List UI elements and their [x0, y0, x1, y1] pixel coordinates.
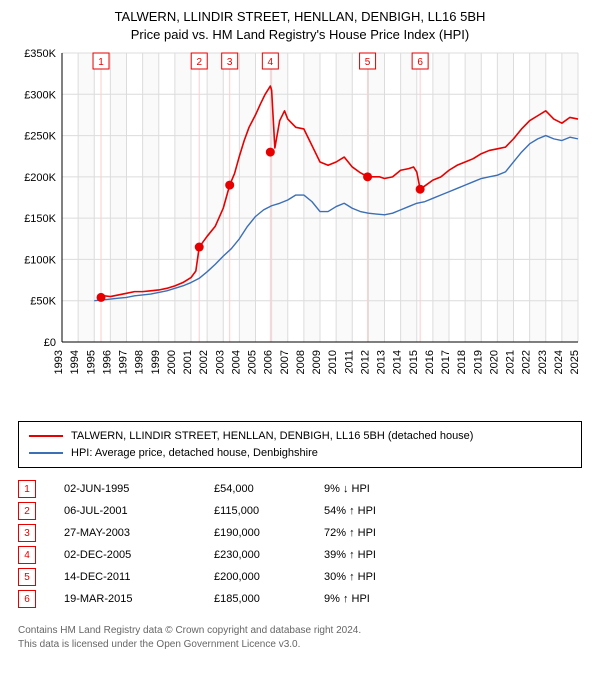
chart-title: TALWERN, LLINDIR STREET, HENLLAN, DENBIG…: [18, 8, 582, 43]
svg-text:1: 1: [98, 57, 104, 68]
svg-text:2003: 2003: [214, 350, 226, 374]
svg-text:2000: 2000: [166, 350, 178, 374]
legend-swatch-hpi: [29, 452, 63, 454]
svg-text:5: 5: [365, 57, 371, 68]
footnote-line-2: This data is licensed under the Open Gov…: [18, 639, 300, 650]
svg-text:£250K: £250K: [24, 131, 56, 143]
legend: TALWERN, LLINDIR STREET, HENLLAN, DENBIG…: [18, 421, 582, 468]
svg-text:2005: 2005: [247, 350, 259, 374]
footnote-line-1: Contains HM Land Registry data © Crown c…: [18, 625, 361, 636]
svg-text:£100K: £100K: [24, 255, 56, 267]
svg-text:2020: 2020: [488, 350, 500, 374]
svg-text:2017: 2017: [440, 350, 452, 374]
sale-diff: 9% ↓ HPI: [324, 483, 444, 495]
svg-text:1994: 1994: [69, 350, 81, 374]
legend-swatch-property: [29, 435, 63, 437]
sale-diff: 30% ↑ HPI: [324, 571, 444, 583]
legend-row-hpi: HPI: Average price, detached house, Denb…: [29, 445, 571, 462]
sale-price: £185,000: [214, 593, 324, 605]
chart-svg: £0 £50K £100K £150K £200K £250K £300K £350K 1993…: [18, 47, 582, 397]
legend-row-property: TALWERN, LLINDIR STREET, HENLLAN, DENBIG…: [29, 428, 571, 445]
sale-number-box: 6: [18, 590, 36, 608]
footnote: Contains HM Land Registry data © Crown c…: [18, 624, 582, 651]
sale-date: 06-JUL-2001: [64, 505, 214, 517]
svg-text:2021: 2021: [505, 350, 517, 374]
svg-text:1996: 1996: [101, 350, 113, 374]
sale-date: 19-MAR-2015: [64, 593, 214, 605]
svg-text:£350K: £350K: [24, 48, 56, 60]
svg-text:1999: 1999: [150, 350, 162, 374]
svg-text:£150K: £150K: [24, 213, 56, 225]
svg-text:2: 2: [196, 57, 202, 68]
sales-row: 2 06-JUL-2001£115,00054% ↑ HPI: [18, 500, 582, 522]
sale-date: 27-MAY-2003: [64, 527, 214, 539]
svg-text:1993: 1993: [53, 350, 65, 374]
sale-number-box: 5: [18, 568, 36, 586]
svg-text:2018: 2018: [456, 350, 468, 374]
svg-text:£200K: £200K: [24, 172, 56, 184]
sales-table: 102-JUN-1995£54,0009% ↓ HPI206-JUL-2001£…: [18, 478, 582, 610]
sale-date: 14-DEC-2011: [64, 571, 214, 583]
svg-text:£300K: £300K: [24, 89, 56, 101]
title-line-1: TALWERN, LLINDIR STREET, HENLLAN, DENBIG…: [115, 9, 486, 24]
svg-text:2002: 2002: [198, 350, 210, 374]
svg-text:3: 3: [227, 57, 233, 68]
sales-row: 5 14-DEC-2011£200,00030% ↑ HPI: [18, 566, 582, 588]
sale-price: £54,000: [214, 483, 324, 495]
legend-label-hpi: HPI: Average price, detached house, Denb…: [71, 445, 318, 462]
sale-diff: 39% ↑ HPI: [324, 549, 444, 561]
svg-text:2015: 2015: [408, 350, 420, 374]
svg-text:2014: 2014: [392, 350, 404, 374]
svg-text:2009: 2009: [311, 350, 323, 374]
sale-price: £230,000: [214, 549, 324, 561]
svg-text:2010: 2010: [327, 350, 339, 374]
svg-text:2004: 2004: [230, 350, 242, 374]
sale-diff: 9% ↑ HPI: [324, 593, 444, 605]
svg-text:2008: 2008: [295, 350, 307, 374]
legend-label-property: TALWERN, LLINDIR STREET, HENLLAN, DENBIG…: [71, 428, 473, 445]
svg-text:1995: 1995: [85, 350, 97, 374]
svg-text:2022: 2022: [521, 350, 533, 374]
sale-number-box: 3: [18, 524, 36, 542]
svg-text:4: 4: [268, 57, 274, 68]
svg-text:2016: 2016: [424, 350, 436, 374]
svg-text:2013: 2013: [376, 350, 388, 374]
title-line-2: Price paid vs. HM Land Registry's House …: [131, 27, 469, 42]
sale-diff: 72% ↑ HPI: [324, 527, 444, 539]
sales-row: 3 27-MAY-2003£190,00072% ↑ HPI: [18, 522, 582, 544]
svg-text:2012: 2012: [359, 350, 371, 374]
svg-text:1997: 1997: [118, 350, 130, 374]
sale-number-box: 4: [18, 546, 36, 564]
sales-row: 6 19-MAR-2015£185,0009% ↑ HPI: [18, 588, 582, 610]
page-container: TALWERN, LLINDIR STREET, HENLLAN, DENBIG…: [0, 0, 600, 680]
sale-date: 02-DEC-2005: [64, 549, 214, 561]
svg-text:2006: 2006: [263, 350, 275, 374]
svg-text:2007: 2007: [279, 350, 291, 374]
svg-text:2025: 2025: [569, 350, 581, 374]
sale-price: £190,000: [214, 527, 324, 539]
svg-text:£0: £0: [44, 337, 56, 349]
sale-price: £115,000: [214, 505, 324, 517]
sales-row: 1 02-JUN-1995£54,0009% ↓ HPI: [18, 478, 582, 500]
svg-text:2019: 2019: [472, 350, 484, 374]
sale-number-box: 1: [18, 480, 36, 498]
sale-number-box: 2: [18, 502, 36, 520]
sales-row: 4 02-DEC-2005£230,00039% ↑ HPI: [18, 544, 582, 566]
line-chart: £0 £50K £100K £150K £200K £250K £300K £350K 1993…: [18, 47, 582, 397]
svg-text:1998: 1998: [134, 350, 146, 374]
svg-text:2024: 2024: [553, 350, 565, 374]
svg-text:2023: 2023: [537, 350, 549, 374]
svg-text:2011: 2011: [343, 350, 355, 374]
svg-text:£50K: £50K: [30, 296, 56, 308]
sale-price: £200,000: [214, 571, 324, 583]
sale-diff: 54% ↑ HPI: [324, 505, 444, 517]
svg-text:6: 6: [417, 57, 423, 68]
svg-text:2001: 2001: [182, 350, 194, 374]
sale-date: 02-JUN-1995: [64, 483, 214, 495]
